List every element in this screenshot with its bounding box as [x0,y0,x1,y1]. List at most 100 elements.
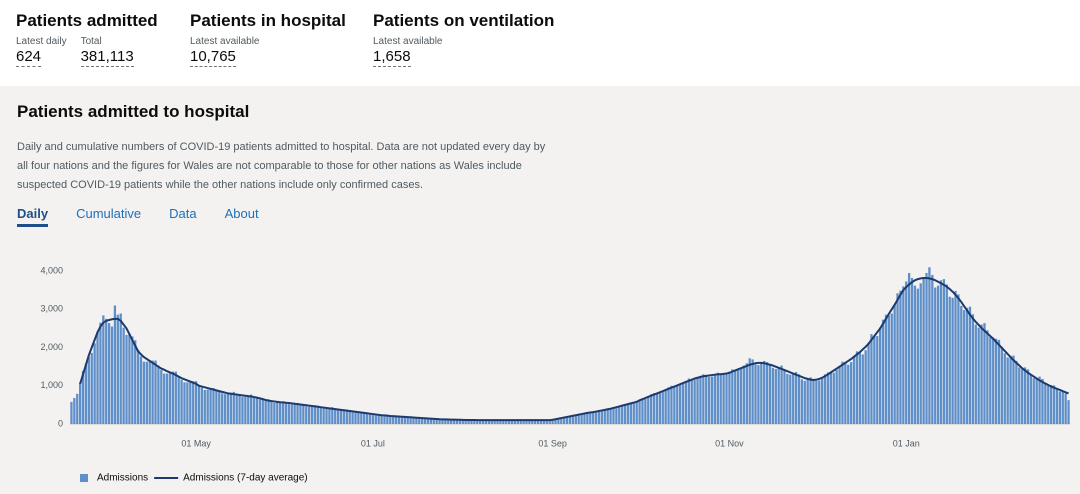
bar [421,418,424,424]
bar [765,362,769,424]
bar [696,378,699,424]
tab[interactable]: Daily [17,206,49,227]
bar [858,352,862,424]
bar [794,372,798,424]
bar [693,379,696,424]
bar [968,306,972,424]
bar [81,370,85,424]
bar [876,336,879,424]
tab[interactable]: About [224,206,259,221]
bar [397,416,401,424]
bar [325,408,328,424]
bar [936,285,940,424]
bar [615,406,618,424]
bar [319,406,322,424]
bar [684,380,688,424]
bar [745,363,748,424]
bar [90,352,93,424]
bar [429,418,433,424]
bar [612,407,615,424]
bar [461,419,464,424]
bar [954,290,957,424]
bar [873,335,876,424]
bar [710,376,714,424]
y-tick-label: 2,000 [40,342,63,352]
bar [128,333,131,424]
bar [163,373,166,424]
bar [287,404,290,424]
bar [855,351,859,424]
bar [606,409,609,424]
bar [334,408,337,424]
bar [539,420,543,424]
tabs: Daily Cumulative Data About [17,206,259,227]
y-tick-label: 0 [58,418,63,428]
bar [192,381,195,424]
bar [821,377,824,424]
bar [789,374,792,424]
bar [847,364,850,424]
tab[interactable]: Data [169,206,197,221]
bar [145,361,148,424]
bar [371,413,375,424]
bar [1035,378,1038,424]
stat-title: Patients admitted [16,11,158,30]
bar [586,413,589,424]
bar [336,409,340,424]
bar [516,420,519,424]
bar [125,334,128,424]
bar [278,401,282,424]
bar [134,340,137,424]
bar [899,290,902,424]
x-tick-label: 01 Jul [361,438,385,448]
bar [992,337,995,424]
bar [658,392,662,424]
bar [884,314,888,424]
bar [339,410,343,424]
x-tick-label: 01 May [181,438,211,448]
bar [218,390,221,424]
bar [548,420,551,424]
bar [939,280,943,424]
bar [505,420,508,424]
bar [977,327,980,424]
bar [922,277,925,424]
y-tick-label: 4,000 [40,265,63,275]
bar [641,399,644,424]
bar [473,420,476,424]
stat-label: Latest daily [16,36,67,47]
y-tick-label: 1,000 [40,380,63,390]
bar [496,420,499,424]
bar [722,374,725,424]
bar [110,326,114,424]
bar [557,418,560,424]
bar [565,416,569,424]
bar [212,388,215,424]
bar [600,410,604,424]
bar [531,420,534,424]
bar [528,420,531,424]
bar [725,374,728,424]
bar [389,415,392,424]
bar [368,413,372,424]
bar [360,411,363,424]
bar [392,416,395,424]
bar [1052,385,1056,424]
bar [577,414,580,424]
bar [542,420,546,424]
bar [823,374,827,424]
tab[interactable]: Cumulative [76,206,142,221]
bar [490,420,493,424]
bar [728,371,731,424]
legend-swatch [80,474,88,482]
bar [742,365,746,424]
bar [916,288,919,424]
bar [1067,400,1070,424]
bar [342,409,346,424]
bar [70,401,73,424]
bar [687,378,690,424]
bar [1015,360,1018,424]
bar [96,331,99,424]
bar [221,393,224,424]
bar [122,327,125,424]
